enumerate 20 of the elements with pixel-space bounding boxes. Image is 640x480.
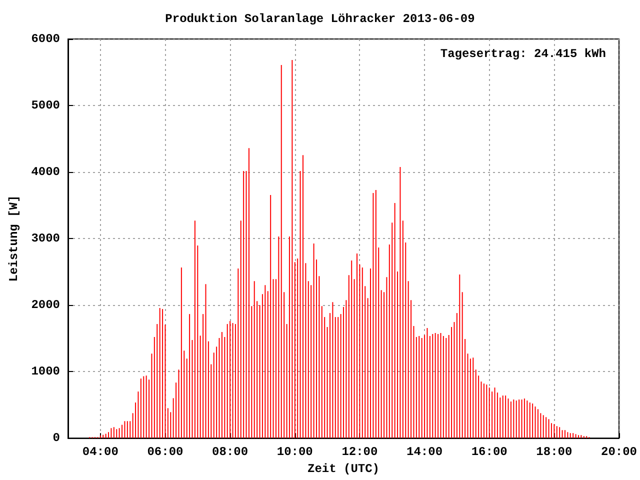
y-tick-label: 1000 [31,364,60,379]
y-tick-label: 5000 [31,98,60,113]
x-tick-label: 10:00 [276,445,313,460]
y-tick-label: 3000 [31,232,60,246]
y-axis-title: Leistung [W] [7,195,21,282]
x-tick-label: 04:00 [82,445,118,460]
x-tick-label: 18:00 [536,445,572,460]
x-tick-label: 20:00 [600,445,638,460]
x-tick-label: 12:00 [342,445,378,460]
y-tick-label: 2000 [31,298,60,312]
annotation: Tagesertrag: 24.415 kWh [440,47,606,61]
y-tick-label: 6000 [31,32,60,46]
x-axis-title: Zeit (UTC) [307,462,380,476]
x-tick-label: 16:00 [471,445,508,460]
x-tick-label: 08:00 [212,445,248,460]
y-tick-label: 4000 [31,165,60,180]
x-tick-label: 06:00 [147,445,184,460]
x-tick-label: 14:00 [406,445,443,460]
chart-title: Produktion Solaranlage Löhracker 2013-06-09 [165,12,475,26]
y-tick-label: 0 [52,431,60,446]
